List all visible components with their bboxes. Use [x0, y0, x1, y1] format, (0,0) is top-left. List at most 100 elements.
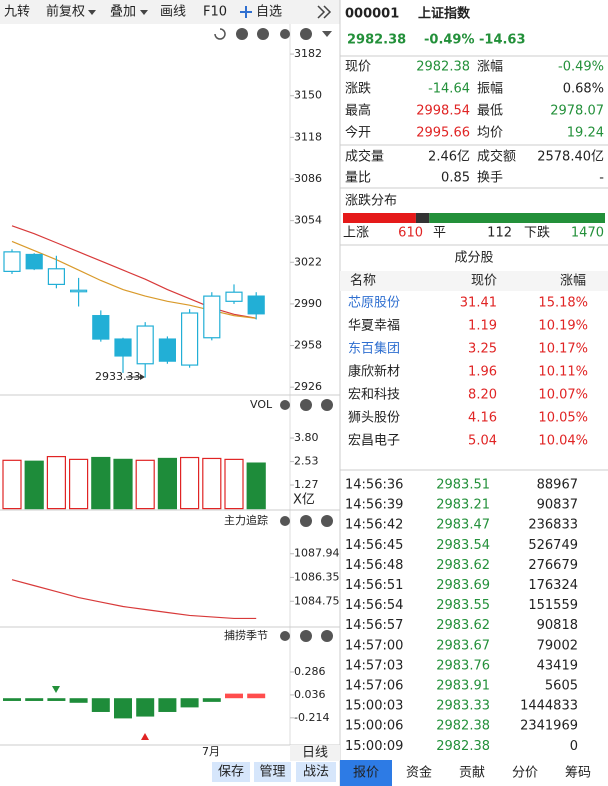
candle-body [203, 295, 221, 339]
quote-label: 成交量 [345, 149, 384, 165]
button[interactable]: 管理 [259, 765, 285, 780]
volume-bar [46, 455, 67, 510]
force-line [11, 579, 257, 620]
stock-name[interactable]: 芯原股份 [348, 296, 400, 311]
stock-change: 10.04% [538, 434, 588, 449]
toolbar-item[interactable]: 自选 [256, 5, 282, 20]
stock-name[interactable]: 狮头股份 [348, 411, 400, 426]
quote-label: 涨跌 [345, 81, 371, 97]
y-tick-label: 3182 [294, 47, 322, 60]
trade-price: 2983.62 [436, 558, 490, 573]
toolbar-item[interactable]: 前复权 [46, 4, 85, 20]
volume-bar [180, 456, 200, 510]
stock-name[interactable]: 宏和科技 [348, 388, 400, 403]
stock-price: 4.16 [468, 411, 497, 426]
toolbar-item[interactable]: 叠加 [110, 5, 136, 20]
candle-body [158, 338, 176, 362]
trade-time: 14:57:00 [345, 638, 403, 653]
quote-label: 涨幅 [477, 60, 503, 75]
trade-volume: 151559 [528, 598, 578, 613]
breadth-label: 平 [433, 226, 446, 241]
volume-bar [2, 459, 22, 510]
candle-body [47, 268, 66, 285]
stock-name[interactable]: 东百集团 [348, 341, 400, 357]
toolbar-item[interactable]: 画线 [160, 5, 186, 20]
trade-time: 14:56:45 [345, 538, 403, 553]
trade-time: 14:56:36 [345, 478, 403, 493]
trade-price: 2983.21 [436, 498, 490, 513]
button[interactable]: 保存 [218, 765, 244, 780]
trade-price: 2983.47 [436, 518, 490, 533]
col-header: 名称 [350, 273, 376, 289]
panel-title: 主力追踪 [224, 513, 268, 527]
trade-volume: 90818 [537, 618, 578, 633]
volume-bar [24, 460, 44, 510]
quote-value: 2978.07 [550, 104, 604, 119]
breadth-value: 1470 [571, 226, 604, 241]
season-bar [47, 698, 66, 701]
candle-body [136, 325, 154, 365]
candle-body [25, 253, 43, 270]
trade-volume: 2341969 [520, 719, 578, 734]
breadth-label: 下跌 [524, 225, 550, 241]
stock-change: 10.11% [538, 365, 588, 380]
toolbar-item[interactable]: F10 [203, 5, 227, 20]
panel-separators [0, 55, 608, 746]
y-tick-label: 3086 [294, 172, 322, 185]
stock-price: 8.20 [468, 388, 497, 403]
trade-price: 2983.54 [436, 538, 490, 553]
trade-price: 2983.91 [436, 679, 490, 694]
volume-bar [202, 457, 222, 510]
table-header-bg [340, 271, 608, 291]
trade-time: 14:56:54 [345, 598, 403, 613]
breadth-value: 112 [487, 226, 512, 241]
panel-title: VOL [250, 398, 273, 411]
toolbar-item[interactable]: 九转 [4, 5, 30, 20]
trade-volume: 88967 [537, 478, 578, 493]
trade-time: 15:00:09 [345, 739, 403, 754]
y-tick-label: 3118 [294, 130, 322, 143]
trade-volume: 526749 [528, 538, 578, 553]
trade-time: 15:00:03 [345, 699, 403, 714]
stock-name[interactable]: 宏昌电子 [348, 434, 400, 449]
panel-title: 捕捞季节 [224, 628, 268, 642]
trade-volume: 5605 [545, 679, 578, 694]
tab[interactable]: 分价 [512, 766, 538, 781]
season-bar [136, 698, 155, 717]
volume-bar [68, 458, 89, 510]
period: 日线 [302, 746, 328, 761]
quote-value: 0.68% [563, 82, 604, 97]
stock-name[interactable]: 康欣新材 [348, 364, 400, 380]
stock-change: 15.18% [538, 296, 588, 311]
quote-value: 2998.54 [416, 104, 470, 119]
toolbar-icons [88, 5, 332, 19]
tab[interactable]: 贡献 [459, 766, 485, 781]
tab[interactable]: 资金 [406, 765, 432, 781]
candle-body [114, 338, 132, 357]
low-arrow-head [140, 374, 145, 380]
candle-body [181, 312, 199, 366]
button[interactable]: 战法 [303, 765, 329, 780]
y-tick-label: 2958 [294, 339, 322, 352]
y-tick-label: 3054 [294, 214, 322, 227]
trade-volume: 90837 [537, 498, 578, 513]
button-bg [296, 762, 336, 782]
trade-volume: 79002 [537, 638, 578, 653]
tab[interactable]: 筹码 [565, 765, 591, 781]
volume-bar [113, 458, 133, 510]
change: -14.63 [479, 33, 526, 48]
chart-icons [214, 28, 333, 642]
breadth-value: 610 [398, 226, 423, 241]
y-tick-label: 3150 [294, 89, 322, 102]
quote-label: 成交额 [477, 149, 516, 165]
trade-time: 14:56:48 [345, 558, 403, 573]
quote-label: 振幅 [477, 82, 503, 97]
stock-name[interactable]: 华夏幸福 [348, 319, 400, 334]
quote-label: 均价 [477, 126, 503, 141]
breadth-label: 上涨 [343, 226, 369, 241]
quote-label: 最高 [345, 103, 371, 119]
volume-bar [157, 457, 177, 510]
tab[interactable]: 报价 [353, 766, 379, 781]
quote-value: - [599, 171, 604, 186]
trade-price: 2982.38 [436, 719, 490, 734]
